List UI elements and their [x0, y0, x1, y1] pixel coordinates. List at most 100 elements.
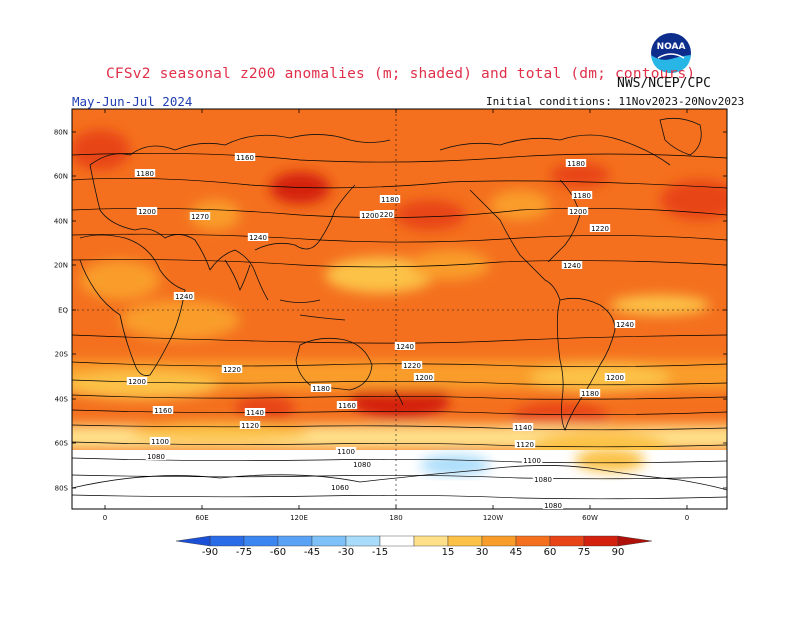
contour-label: 1240: [616, 321, 634, 329]
contour-label: 1160: [236, 154, 254, 162]
contour-label-bg: [413, 373, 435, 381]
colorbar-tick-label: -15: [372, 547, 388, 558]
colorbar-swatch: [515, 535, 551, 547]
contour-label: 1120: [516, 441, 534, 449]
colorbar-swatch: [277, 535, 313, 547]
agency-label: NWS/NCEP/CPC: [617, 76, 711, 91]
contour-label: 1080: [147, 453, 165, 461]
contour-label: 1160: [338, 402, 356, 410]
contour-label-bg: [145, 452, 167, 460]
colorbar-tick-label: 90: [612, 547, 625, 558]
lat-label: 60S: [55, 440, 69, 448]
contour-label: 1140: [514, 424, 532, 432]
lon-label: 180: [389, 514, 402, 522]
contour-label: 1200: [569, 208, 587, 216]
contour-label-bg: [247, 233, 269, 241]
contour-label-bg: [373, 210, 395, 218]
contour-label: 1180: [573, 192, 591, 200]
contour-label: 1200: [606, 374, 624, 382]
colorbar-swatch: [583, 535, 619, 547]
colorbar-min-arrow: [175, 535, 211, 547]
colorbar-tick-label: -90: [202, 547, 218, 558]
contour-label: 1200: [415, 374, 433, 382]
contour-label-bg: [335, 447, 357, 455]
lat-label: 80N: [54, 129, 68, 137]
contour-label-bg: [542, 501, 564, 509]
lon-label: 120W: [483, 514, 503, 522]
contour-label-bg: [532, 475, 554, 483]
contour-label: 1270: [191, 213, 209, 221]
contour-label-bg: [126, 377, 148, 385]
contour-label: 1240: [175, 293, 193, 301]
lat-label: 60N: [54, 173, 68, 181]
contour-label-bg: [173, 292, 195, 300]
colorbar-swatch: [243, 535, 279, 547]
contour-label-bg: [579, 389, 601, 397]
lon-label: 0: [685, 514, 689, 522]
contour-label-bg: [561, 261, 583, 269]
contour-label-bg: [571, 191, 593, 199]
contour-label: 1220: [375, 211, 393, 219]
contour-label: 1080: [534, 476, 552, 484]
contour-label: 1160: [154, 407, 172, 415]
contour-label: 1240: [396, 343, 414, 351]
noaa-logo-text: NOAA: [657, 42, 686, 52]
contour-label-bg: [310, 384, 332, 392]
contour-label: 1180: [312, 385, 330, 393]
lon-label: 60E: [195, 514, 208, 522]
contour-label-bg: [565, 159, 587, 167]
contour-label-bg: [521, 456, 543, 464]
contour-label-bg: [604, 373, 626, 381]
contour-label: 1200: [361, 212, 379, 220]
contour-label-bg: [514, 440, 536, 448]
lat-label: 80S: [55, 485, 69, 493]
contour-label-bg: [234, 153, 256, 161]
colorbar-tick-label: 60: [544, 547, 557, 558]
contour-label: 1100: [337, 448, 355, 456]
colorbar-swatch: [379, 535, 415, 547]
contour-label-bg: [244, 408, 266, 416]
contour-label: 1200: [128, 378, 146, 386]
lat-label: EQ: [58, 307, 68, 315]
contour-label-bg: [359, 211, 381, 219]
contour-label: 1220: [403, 362, 421, 370]
lon-label: 120E: [290, 514, 308, 522]
colorbar-tick-label: -75: [236, 547, 252, 558]
contour-label: 1220: [223, 366, 241, 374]
contour-label: 1240: [249, 234, 267, 242]
contour-label: 1120: [241, 422, 259, 430]
lon-label: 60W: [582, 514, 598, 522]
contour-label: 1220: [591, 225, 609, 233]
contour-label: 1100: [523, 457, 541, 465]
colorbar-swatch: [413, 535, 449, 547]
contour-label: 1180: [581, 390, 599, 398]
contour-label-bg: [136, 207, 158, 215]
contour-label-bg: [329, 483, 351, 491]
contour-label: 1060: [331, 484, 349, 492]
contour-label: 1200: [138, 208, 156, 216]
colorbar-tick-label: -45: [304, 547, 320, 558]
contour-label-bg: [221, 365, 243, 373]
colorbar-tick-label: 15: [442, 547, 455, 558]
lat-label: 40N: [54, 218, 68, 226]
contour-label-bg: [401, 361, 423, 369]
chart-title: CFSv2 seasonal z200 anomalies (m; shaded…: [106, 66, 696, 82]
contour-label-bg: [149, 437, 171, 445]
contour-label-bg: [567, 207, 589, 215]
colorbar-swatch: [345, 535, 381, 547]
colorbar-max-arrow: [617, 535, 653, 547]
colorbar-tick-label: -30: [338, 547, 354, 558]
contour-label-bg: [394, 342, 416, 350]
contour-label-bg: [512, 423, 534, 431]
contour-label-bg: [134, 169, 156, 177]
colorbar-swatch: [311, 535, 347, 547]
noaa-logo: NOAA: [650, 32, 692, 74]
colorbar-swatch: [481, 535, 517, 547]
lat-label: 20N: [54, 262, 68, 270]
colorbar: -90 -75 -60 -45 -30 -15 15 30 45 60 75 90: [175, 535, 653, 558]
colorbar-tick-label: 30: [476, 547, 489, 558]
contour-label-bg: [152, 406, 174, 414]
contour-label-bg: [614, 320, 636, 328]
contour-label: 1080: [544, 502, 562, 510]
